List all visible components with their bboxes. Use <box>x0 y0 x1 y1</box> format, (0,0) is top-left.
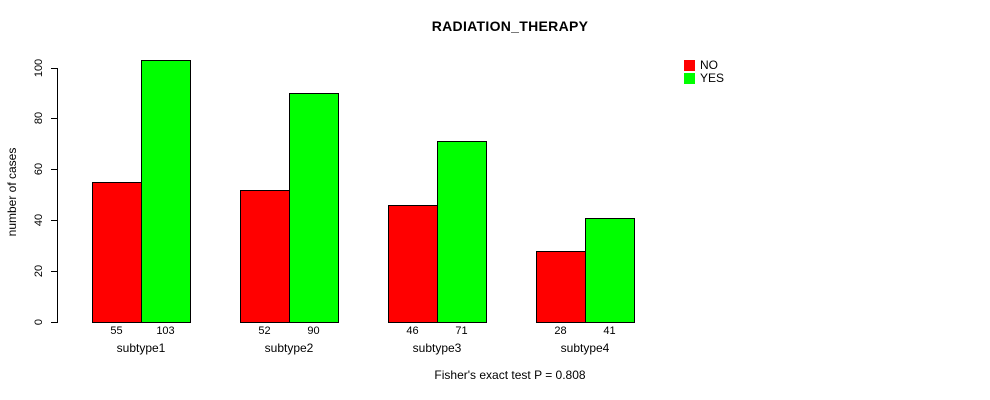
y-axis-tick-label: 20 <box>33 264 45 278</box>
bar-value-label: 52 <box>258 325 271 337</box>
legend-label: NO <box>700 58 718 72</box>
category-label-subtype1: subtype1 <box>116 341 166 355</box>
bar-subtype4-yes <box>585 218 635 323</box>
y-axis-tick <box>51 220 57 221</box>
y-axis-tick <box>51 68 57 69</box>
bar-value-label: 55 <box>110 325 123 337</box>
y-axis-tick-label: 100 <box>33 58 45 78</box>
category-label-subtype4: subtype4 <box>560 341 610 355</box>
category-label-subtype2: subtype2 <box>264 341 314 355</box>
legend-item-no: NO <box>684 59 724 72</box>
category-label-subtype3: subtype3 <box>412 341 462 355</box>
bar-subtype2-yes <box>289 93 339 323</box>
bar-subtype1-no <box>92 182 142 323</box>
y-axis-tick <box>51 118 57 119</box>
y-axis-tick <box>51 322 57 323</box>
bar-value-label: 90 <box>307 325 320 337</box>
y-axis-line <box>57 68 58 323</box>
legend-label: YES <box>700 71 725 85</box>
legend-swatch <box>684 73 695 84</box>
y-axis-tick <box>51 271 57 272</box>
bar-value-label: 71 <box>455 325 468 337</box>
legend: NO YES <box>684 59 724 85</box>
bar-value-label: 103 <box>156 325 175 337</box>
bar-subtype3-no <box>388 205 438 323</box>
y-axis-tick <box>51 169 57 170</box>
bar-value-label: 28 <box>554 325 567 337</box>
bar-subtype3-yes <box>437 141 487 323</box>
annotation-text: Fisher's exact test P = 0.808 <box>434 368 586 382</box>
y-axis-tick-label: 40 <box>33 213 45 227</box>
y-axis-label: number of cases <box>5 147 19 237</box>
bar-subtype4-no <box>536 251 586 323</box>
legend-swatch <box>684 60 695 71</box>
y-axis-tick-label: 80 <box>33 111 45 125</box>
legend-item-yes: YES <box>684 72 724 85</box>
y-axis-tick-label: 60 <box>33 162 45 176</box>
chart-title: RADIATION_THERAPY <box>431 18 589 34</box>
bar-value-label: 41 <box>603 325 616 337</box>
bar-value-label: 46 <box>406 325 419 337</box>
y-axis-tick-label: 0 <box>33 318 45 326</box>
bar-subtype1-yes <box>141 60 191 323</box>
bar-subtype2-no <box>240 190 290 323</box>
